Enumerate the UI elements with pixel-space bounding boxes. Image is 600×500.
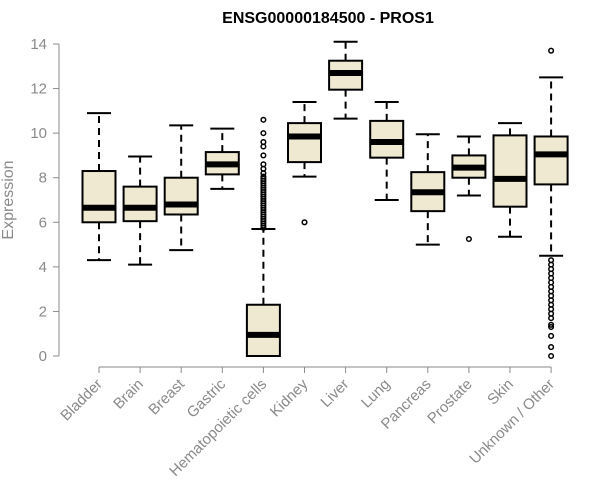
y-tick-label: 0 — [39, 348, 47, 365]
outlier-point — [548, 321, 555, 328]
box-lung — [369, 100, 405, 201]
y-tick-label: 10 — [30, 125, 47, 142]
box-iqr — [122, 185, 158, 223]
y-tick-label: 14 — [30, 36, 47, 53]
outlier-point — [260, 139, 267, 146]
outlier-point — [465, 235, 472, 243]
box-gastric — [204, 127, 240, 190]
outlier-point — [548, 344, 555, 351]
box-iqr — [287, 122, 322, 164]
x-tick-label: Bladder — [57, 376, 106, 425]
box-iqr — [163, 176, 199, 216]
outlier-point — [260, 173, 267, 180]
box-kidney — [287, 100, 322, 226]
box-iqr — [492, 134, 528, 208]
x-tick-label: Brain — [110, 376, 147, 413]
outlier-point — [548, 315, 555, 322]
y-tick-label: 6 — [39, 214, 47, 231]
x-tick-label: Liver — [317, 376, 352, 411]
outlier-point — [548, 352, 555, 360]
chart-title: ENSG00000184500 - PROS1 — [222, 10, 434, 27]
box-skin — [492, 122, 528, 238]
x-tick-label: Prostate — [424, 376, 476, 428]
box-iqr — [533, 135, 569, 186]
outlier-point — [548, 323, 555, 331]
y-tick-label: 2 — [39, 303, 47, 320]
y-tick-label: 12 — [30, 81, 47, 98]
box-brain — [122, 155, 158, 266]
outlier-point — [260, 130, 267, 137]
outlier-point — [260, 161, 267, 168]
x-tick-label: Skin — [484, 376, 517, 409]
y-tick-label: 4 — [39, 259, 47, 276]
outlier-point — [260, 175, 267, 182]
y-axis-title: Expression — [0, 160, 17, 239]
box-iqr — [81, 170, 117, 224]
box-breast — [163, 124, 199, 252]
outlier-point — [548, 332, 555, 339]
y-axis: 0 2 4 6 8 10 12 14 — [30, 36, 60, 365]
plot-area — [81, 40, 569, 360]
outlier-point — [548, 47, 555, 54]
box-hematopoietic-cells — [245, 116, 281, 357]
x-tick-label: Kidney — [267, 375, 312, 420]
box-prostate — [451, 135, 487, 243]
x-tick-label: Breast — [145, 375, 188, 418]
box-pancreas — [410, 133, 446, 246]
box-unknown-other — [533, 47, 569, 360]
outlier-point — [301, 219, 308, 226]
y-tick-label: 8 — [39, 170, 47, 187]
box-liver — [328, 40, 364, 120]
x-tick-label: Lung — [358, 376, 394, 412]
outlier-point — [260, 152, 267, 159]
box-bladder — [81, 112, 117, 262]
box-iqr — [245, 303, 281, 357]
outlier-point — [260, 116, 267, 123]
